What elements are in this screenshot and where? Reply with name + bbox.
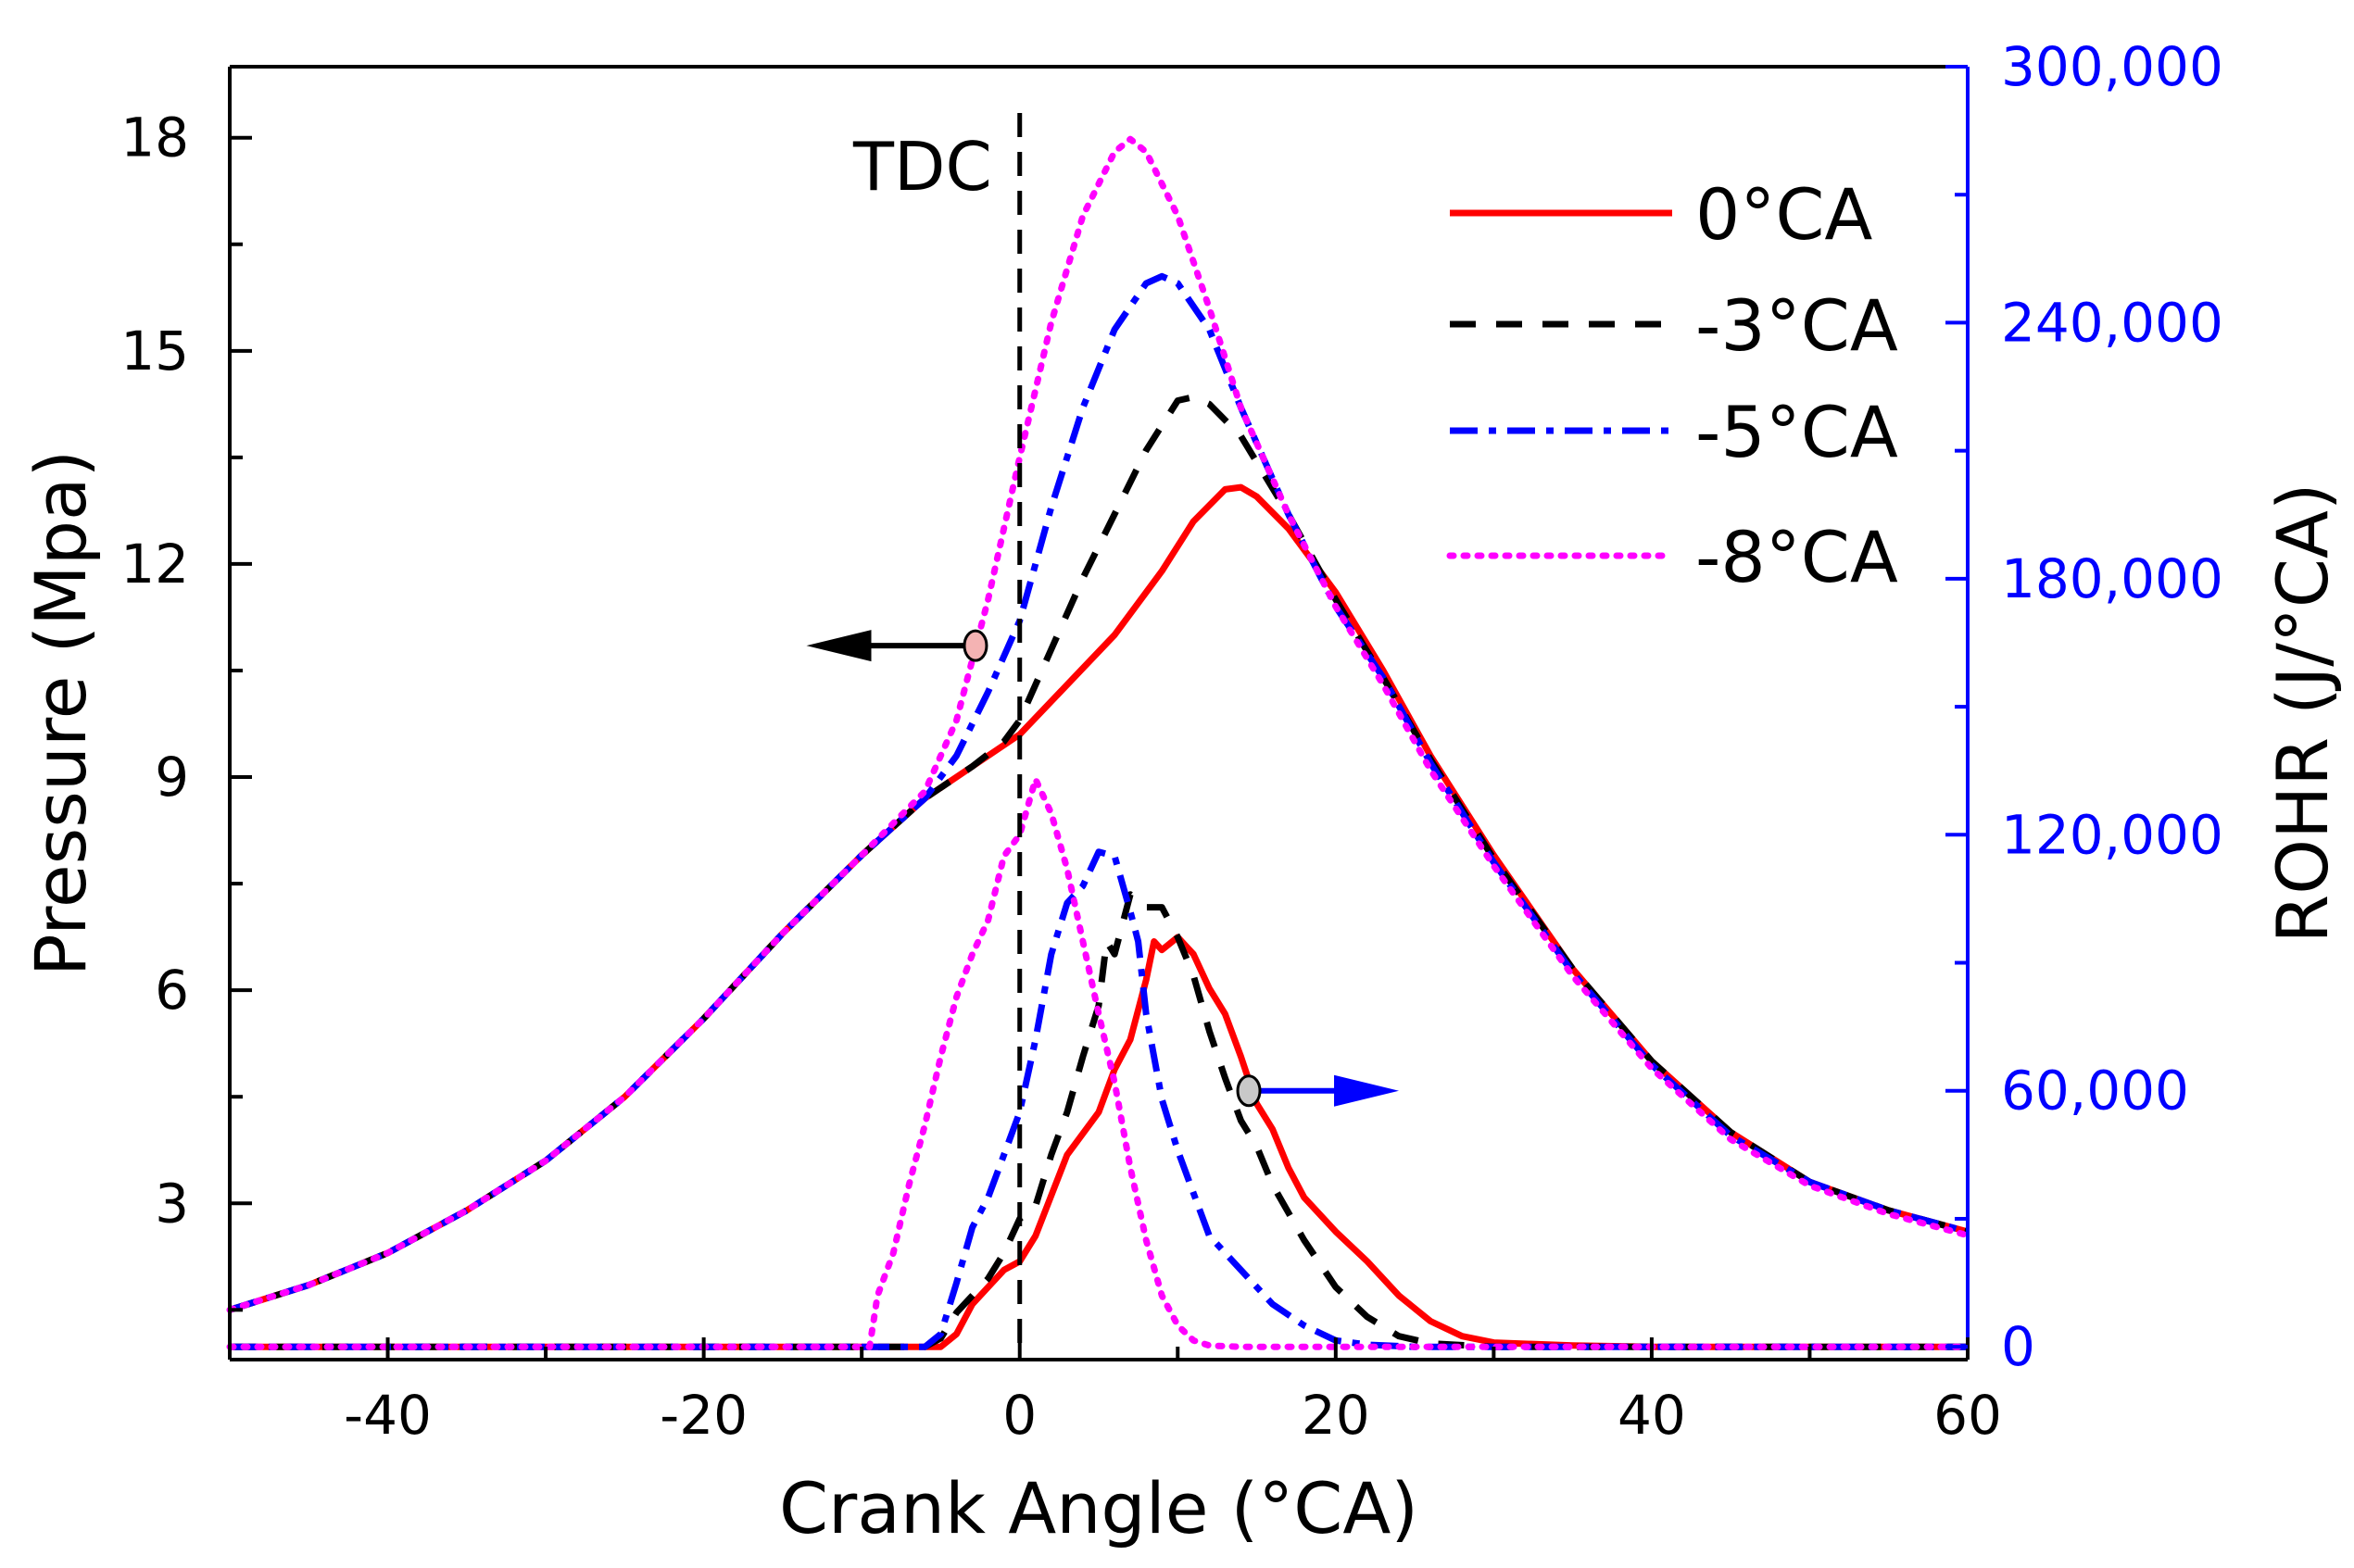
arrow-right-head	[1334, 1074, 1400, 1107]
rohr-curve	[230, 934, 1968, 1350]
y-left-tick-label: 6	[155, 959, 189, 1022]
y-left-tick-label: 15	[120, 320, 189, 383]
x-tick-label: -40	[344, 1384, 432, 1447]
legend-item-2: -3°CA	[1450, 284, 1898, 367]
legend-item-4: -8°CA	[1446, 516, 1898, 598]
y-right-tick-label: 60,000	[2001, 1060, 2189, 1123]
series-layer	[226, 135, 1971, 1350]
series-1	[228, 483, 1969, 1350]
series-4	[226, 135, 1971, 1350]
x-tick-label: 0	[1002, 1384, 1037, 1447]
legend-label: -5°CA	[1695, 391, 1898, 473]
y-right-tick-label: 300,000	[2001, 35, 2223, 98]
pressure-curve	[228, 483, 1969, 1313]
pressure-marker	[963, 629, 988, 662]
legend-label: -8°CA	[1695, 516, 1898, 598]
y-left-tick-label: 18	[120, 107, 189, 169]
x-tick-label: 40	[1618, 1384, 1686, 1447]
axes: -40 -20 0 20 40 60 3 6 9 12 15 18 0 60,000 120,000 180,…	[19, 35, 2344, 1549]
x-tick-label: -20	[660, 1384, 748, 1447]
y-right-tick-label: 180,000	[2001, 547, 2223, 610]
pressure-curve	[226, 135, 1971, 1313]
legend-label: 0°CA	[1695, 173, 1872, 256]
rohr-marker	[1236, 1074, 1262, 1108]
y-left-axis-title: Pressure (Mpa)	[19, 450, 102, 976]
annotations: TDC	[806, 113, 1400, 1360]
x-axis-title: Crank Angle (°CA)	[779, 1467, 1418, 1549]
legend-label: -3°CA	[1695, 284, 1898, 367]
legend-item-1: 0°CA	[1450, 173, 1872, 256]
y-right-axis-title: ROHR (J/°CA)	[2261, 483, 2344, 943]
arrow-left-head	[806, 630, 872, 662]
rohr-curve	[230, 891, 1968, 1350]
x-tick-label: 20	[1302, 1384, 1370, 1447]
rohr-curve	[226, 775, 1971, 1350]
x-tick-label: 60	[1933, 1384, 2002, 1447]
legend-item-3: -5°CA	[1450, 391, 1898, 473]
tdc-label: TDC	[852, 128, 992, 206]
y-left-tick-label: 3	[155, 1172, 189, 1235]
y-right-tick-label: 0	[2001, 1315, 2035, 1378]
y-right-tick-label: 240,000	[2001, 291, 2223, 354]
y-left-tick-label: 12	[120, 533, 189, 596]
rohr-curve	[230, 848, 1968, 1350]
legend: 0°CA -3°CA -5°CA -8°CA	[1446, 173, 1898, 598]
y-left-tick-label: 9	[155, 746, 189, 809]
y-right-tick-label: 120,000	[2001, 803, 2223, 866]
